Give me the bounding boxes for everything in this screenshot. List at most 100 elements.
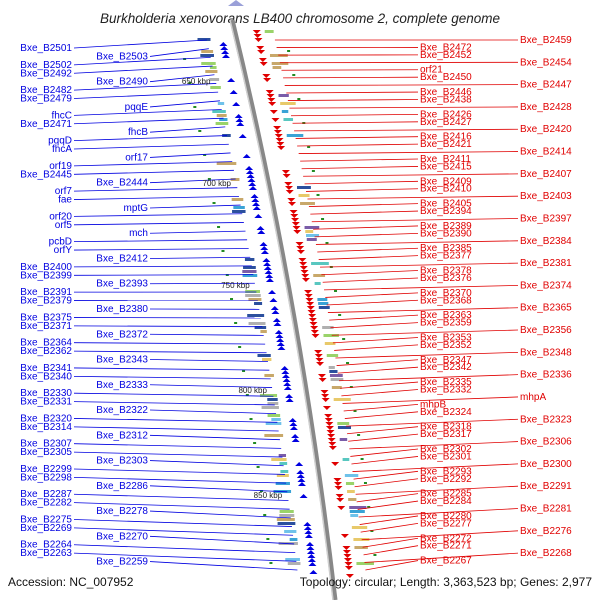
gene-label-right[interactable]: Bxe_B2276 xyxy=(520,526,572,537)
gene-label-right[interactable]: Bxe_B2306 xyxy=(520,437,572,448)
gene-label-left[interactable]: Bxe_B2278 xyxy=(96,506,148,517)
gene-label-right[interactable]: Bxe_B2415 xyxy=(420,161,472,172)
gene-label-right[interactable]: Bxe_B2438 xyxy=(420,94,472,105)
gene-label-left[interactable]: Bxe_B2330 xyxy=(20,388,72,399)
gene-label-right[interactable]: Bxe_B2335 xyxy=(420,377,472,388)
gene-label-right[interactable]: Bxe_B2268 xyxy=(520,548,572,559)
gene-label-left[interactable]: Bxe_B2287 xyxy=(20,489,72,500)
gene-label-right[interactable]: Bxe_B2348 xyxy=(520,347,572,358)
gene-label-right[interactable]: Bxe_B2363 xyxy=(420,310,472,321)
gene-label-right[interactable]: Bxe_B2376 xyxy=(420,273,472,284)
gene-label-left[interactable]: Bxe_B2314 xyxy=(20,422,72,433)
gene-label-right[interactable]: Bxe_B2280 xyxy=(420,511,472,522)
gene-label-right[interactable]: Bxe_B2285 xyxy=(420,489,472,500)
gene-label-left[interactable]: Bxe_B2269 xyxy=(20,523,72,534)
gene-label-right[interactable]: orf21 xyxy=(420,65,443,76)
gene-label-left[interactable]: Bxe_B2341 xyxy=(20,363,72,374)
gene-label-right[interactable]: Bxe_B2323 xyxy=(520,414,572,425)
gene-label-right[interactable]: Bxe_B2332 xyxy=(420,385,472,396)
gene-label-left[interactable]: Bxe_B2305 xyxy=(20,447,72,458)
gene-label-right[interactable]: Bxe_B2291 xyxy=(520,481,572,492)
gene-label-right[interactable]: Bxe_B2407 xyxy=(520,169,572,180)
gene-label-left[interactable]: Bxe_B2320 xyxy=(20,413,72,424)
gene-label-left[interactable]: pcbD xyxy=(49,237,72,248)
gene-label-right[interactable]: mhpA xyxy=(520,392,546,403)
gene-label-right[interactable]: Bxe_B2353 xyxy=(420,332,472,343)
gene-label-right[interactable]: Bxe_B2356 xyxy=(520,325,572,336)
gene-label-right[interactable]: Bxe_B2472 xyxy=(420,42,472,53)
gene-label-left[interactable]: Bxe_B2482 xyxy=(20,85,72,96)
gene-label-left[interactable]: fhcC xyxy=(51,110,72,121)
gene-label-right[interactable]: Bxe_B2385 xyxy=(420,243,472,254)
gene-label-left[interactable]: orfY xyxy=(54,245,73,256)
gene-label-right[interactable]: Bxe_B2384 xyxy=(520,236,572,247)
gene-label-left[interactable]: Bxe_B2333 xyxy=(96,380,148,391)
gene-label-right[interactable]: Bxe_B2416 xyxy=(420,132,472,143)
gene-label-right[interactable]: Bxe_B2411 xyxy=(420,154,471,165)
gene-label-left[interactable]: Bxe_B2503 xyxy=(96,51,148,62)
gene-label-right[interactable]: Bxe_B2381 xyxy=(520,258,572,269)
gene-label-left[interactable]: Bxe_B2312 xyxy=(96,430,148,441)
gene-label-left[interactable]: Bxe_B2502 xyxy=(20,60,72,71)
gene-label-left[interactable]: Bxe_B2331 xyxy=(20,397,72,408)
gene-label-right[interactable]: Bxe_B2394 xyxy=(420,206,472,217)
gene-label-left[interactable]: Bxe_B2263 xyxy=(20,548,72,559)
gene-label-right[interactable]: Bxe_B2454 xyxy=(520,57,572,68)
gene-label-left[interactable]: pqqE xyxy=(125,102,149,113)
gene-label-right[interactable]: Bxe_B2301 xyxy=(420,451,472,462)
gene-label-right[interactable]: Bxe_B2300 xyxy=(520,459,572,470)
gene-label-right[interactable]: Bxe_B2414 xyxy=(520,147,572,158)
gene-label-left[interactable]: orf7 xyxy=(55,186,73,197)
gene-label-right[interactable]: Bxe_B2426 xyxy=(420,109,472,120)
gene-label-right[interactable]: Bxe_B2284 xyxy=(420,496,472,507)
gene-label-right[interactable]: Bxe_B2389 xyxy=(420,221,472,232)
gene-label-left[interactable]: mch xyxy=(129,228,148,239)
gene-label-right[interactable]: Bxe_B2271 xyxy=(420,541,472,552)
gene-label-left[interactable]: orf5 xyxy=(55,220,73,231)
gene-label-right[interactable]: Bxe_B2347 xyxy=(420,355,472,366)
gene-label-left[interactable]: orf20 xyxy=(49,211,72,222)
gene-label-left[interactable]: Bxe_B2399 xyxy=(20,270,72,281)
gene-label-left[interactable]: Bxe_B2372 xyxy=(96,329,148,340)
gene-label-right[interactable]: Bxe_B2410 xyxy=(420,184,472,195)
gene-label-right[interactable]: Bxe_B2352 xyxy=(420,340,472,351)
gene-label-left[interactable]: Bxe_B2307 xyxy=(20,439,72,450)
gene-label-right[interactable]: Bxe_B2318 xyxy=(420,422,472,433)
gene-label-right[interactable]: Bxe_B2370 xyxy=(420,288,472,299)
gene-label-left[interactable]: Bxe_B2303 xyxy=(96,456,148,467)
gene-label-left[interactable]: Bxe_B2322 xyxy=(96,405,148,416)
gene-label-right[interactable]: Bxe_B2272 xyxy=(420,533,472,544)
gene-label-left[interactable]: Bxe_B2479 xyxy=(20,94,72,105)
gene-label-right[interactable]: Bxe_B2277 xyxy=(420,518,472,529)
gene-label-right[interactable]: Bxe_B2459 xyxy=(520,35,572,46)
gene-label-left[interactable]: Bxe_B2343 xyxy=(96,355,148,366)
gene-label-left[interactable]: Bxe_B2299 xyxy=(20,464,72,475)
gene-label-right[interactable]: Bxe_B2368 xyxy=(420,295,472,306)
gene-label-left[interactable]: Bxe_B2264 xyxy=(20,540,72,551)
gene-label-left[interactable]: Bxe_B2492 xyxy=(20,68,72,79)
gene-label-left[interactable]: Bxe_B2379 xyxy=(20,296,72,307)
gene-label-left[interactable]: Bxe_B2270 xyxy=(96,531,148,542)
gene-label-left[interactable]: fae xyxy=(58,195,72,206)
gene-label-right[interactable]: Bxe_B2365 xyxy=(520,303,572,314)
gene-label-left[interactable]: Bxe_B2393 xyxy=(96,279,148,290)
gene-label-left[interactable]: Bxe_B2375 xyxy=(20,312,72,323)
gene-label-right[interactable]: Bxe_B2420 xyxy=(520,124,572,135)
gene-label-left[interactable]: Bxe_B2400 xyxy=(20,262,72,273)
gene-label-right[interactable]: Bxe_B2336 xyxy=(520,370,572,381)
gene-label-left[interactable]: Bxe_B2259 xyxy=(96,557,148,568)
gene-label-right[interactable]: Bxe_B2452 xyxy=(420,50,472,61)
gene-label-right[interactable]: Bxe_B2405 xyxy=(420,199,472,210)
gene-label-right[interactable]: Bxe_B2450 xyxy=(420,72,472,83)
gene-label-right[interactable]: Bxe_B2428 xyxy=(520,102,572,113)
gene-label-left[interactable]: Bxe_B2362 xyxy=(20,346,72,357)
gene-label-left[interactable]: Bxe_B2340 xyxy=(20,371,72,382)
gene-label-left[interactable]: pqqD xyxy=(48,136,72,147)
gene-label-left[interactable]: Bxe_B2391 xyxy=(20,287,72,298)
gene-label-left[interactable]: Bxe_B2471 xyxy=(20,119,72,130)
gene-label-right[interactable]: Bxe_B2427 xyxy=(420,117,472,128)
gene-label-right[interactable]: Bxe_B2293 xyxy=(420,466,472,477)
gene-label-right[interactable]: Bxe_B2342 xyxy=(420,362,472,373)
gene-label-right[interactable]: Bxe_B2359 xyxy=(420,318,472,329)
gene-label-left[interactable]: Bxe_B2412 xyxy=(96,253,148,264)
